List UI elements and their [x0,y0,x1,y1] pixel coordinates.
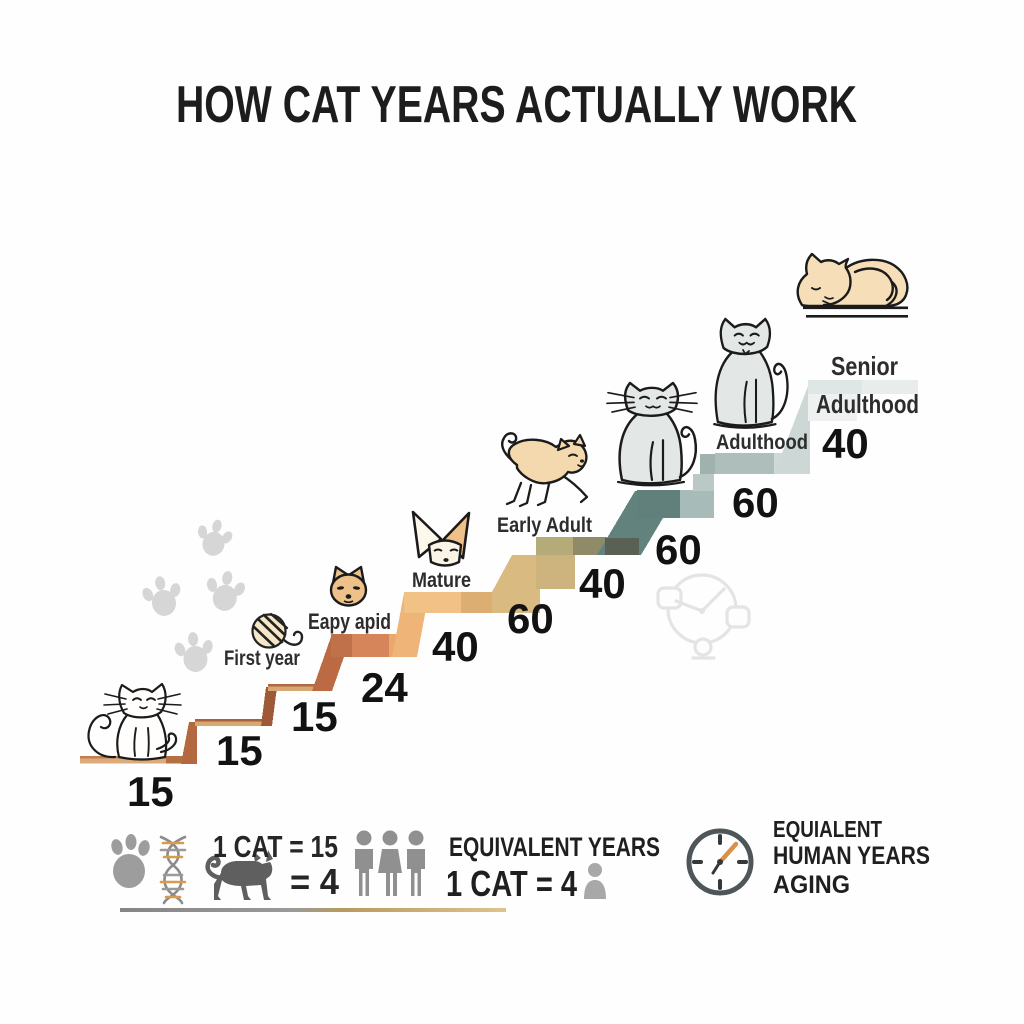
svg-text:15: 15 [291,693,338,740]
svg-text:First year: First year [224,647,300,670]
svg-text:60: 60 [655,526,702,573]
svg-text:40: 40 [822,420,869,467]
svg-text:Senior: Senior [831,351,898,381]
svg-text:HUMAN YEARS: HUMAN YEARS [773,842,930,870]
svg-text:1 CAT = 4: 1 CAT = 4 [446,863,577,904]
svg-text:EQUIALENT: EQUIALENT [773,816,882,842]
svg-text:Mature: Mature [412,569,471,592]
svg-text:60: 60 [507,595,554,642]
svg-text:Eapy apid: Eapy apid [308,609,391,634]
svg-text:60: 60 [732,479,779,526]
svg-text:Adulthood: Adulthood [816,389,919,419]
svg-text:40: 40 [432,623,479,670]
svg-text:= 4: = 4 [290,861,339,902]
svg-text:24: 24 [361,664,408,711]
svg-text:EQUIVALENT YEARS: EQUIVALENT YEARS [449,832,660,862]
svg-text:HOW CAT YEARS ACTUALLY WORK: HOW CAT YEARS ACTUALLY WORK [176,76,857,134]
svg-text:Early Adult: Early Adult [497,514,592,537]
svg-text:1 CAT = 15: 1 CAT = 15 [213,829,338,864]
svg-text:15: 15 [216,727,263,774]
svg-text:15: 15 [127,768,174,815]
svg-text:Adulthood: Adulthood [716,431,808,454]
svg-text:40: 40 [579,560,626,607]
svg-text:AGING: AGING [773,871,850,899]
